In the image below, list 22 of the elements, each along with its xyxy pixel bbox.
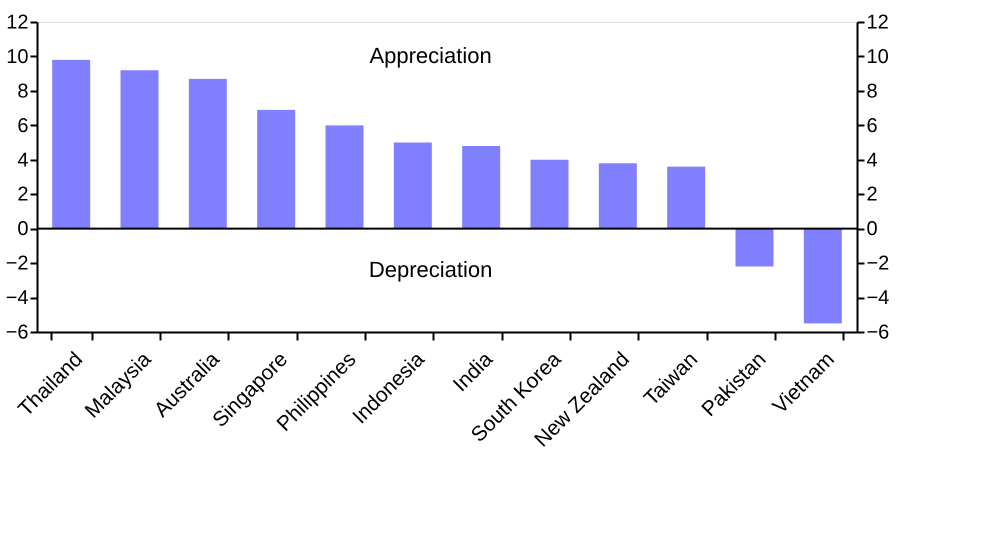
y2-tick-label: −6 [866, 322, 890, 344]
y-tick-label: 2 [17, 184, 28, 206]
y2-tick-label: 4 [866, 149, 878, 172]
y2-tick-label: 0 [866, 218, 878, 240]
y-tick-label: −2 [6, 252, 28, 275]
annotation: Depreciation [368, 257, 492, 282]
y2-tick-label: 2 [866, 184, 878, 206]
y-tick-label: 4 [17, 149, 28, 172]
annotation: Appreciation [369, 43, 492, 68]
y-tick-label: 0 [17, 218, 28, 240]
y2-tick-label: 10 [866, 46, 889, 68]
y2-tick-label: 8 [866, 80, 878, 102]
y-tick-label: 6 [17, 114, 28, 137]
y-tick-label: 8 [17, 80, 28, 102]
y-tick-label: −4 [6, 287, 28, 310]
y2-tick-label: −2 [866, 252, 890, 275]
y-tick-label: −6 [6, 322, 28, 344]
y2-tick-label: 12 [866, 12, 889, 34]
y-tick-label: 10 [6, 46, 28, 68]
y-tick-label: 12 [6, 12, 28, 34]
y2-tick-label: 6 [866, 114, 878, 137]
y2-tick-label: −4 [866, 287, 890, 310]
